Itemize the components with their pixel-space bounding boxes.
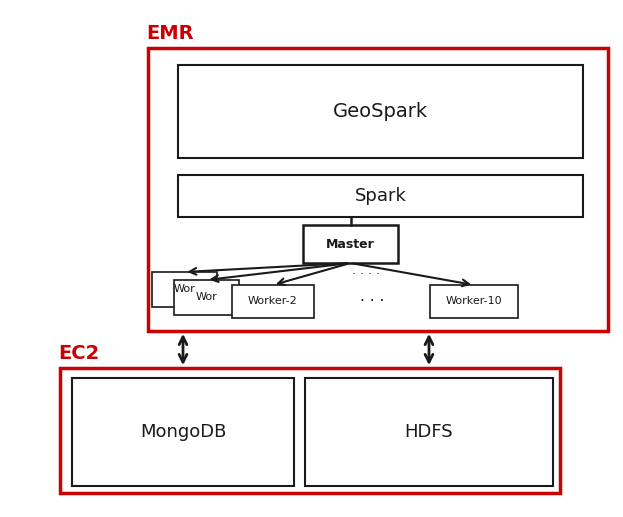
Bar — [152, 272, 217, 307]
Bar — [178, 65, 583, 158]
Text: HDFS: HDFS — [405, 423, 454, 441]
Text: EC2: EC2 — [58, 344, 99, 363]
Bar — [174, 280, 239, 315]
Bar — [148, 48, 608, 331]
Text: · · ·: · · · — [360, 294, 384, 309]
Bar — [60, 368, 560, 493]
Text: Worker-2: Worker-2 — [248, 297, 298, 307]
Bar — [72, 378, 294, 486]
Text: EMR: EMR — [146, 24, 194, 43]
Text: Worker-10: Worker-10 — [445, 297, 502, 307]
Text: Wor: Wor — [196, 293, 217, 302]
Bar — [178, 175, 583, 217]
Text: Wor: Wor — [174, 284, 196, 295]
Bar — [303, 225, 398, 263]
Bar — [232, 285, 314, 318]
Text: GeoSpark: GeoSpark — [333, 102, 428, 121]
Text: MongoDB: MongoDB — [140, 423, 226, 441]
Text: · · · ·: · · · · — [351, 268, 379, 281]
Text: Spark: Spark — [354, 187, 406, 205]
Text: Master: Master — [326, 237, 375, 251]
Bar — [305, 378, 553, 486]
Bar — [430, 285, 518, 318]
